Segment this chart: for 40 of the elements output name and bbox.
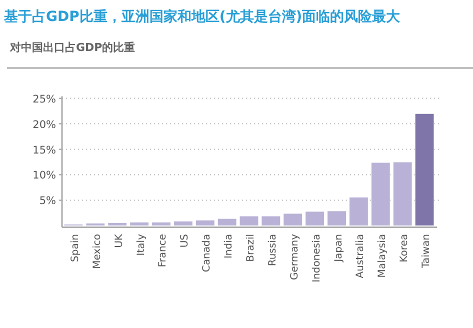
bar [261, 216, 281, 226]
x-tick-label: Korea [399, 234, 410, 262]
x-tick-label: Russia [267, 234, 278, 266]
x-tick-label: Canada [202, 234, 213, 272]
bar [86, 222, 106, 226]
x-tick-label: Australia [355, 234, 366, 278]
x-tick-label: US [180, 234, 191, 248]
x-tick-label: France [158, 234, 169, 268]
x-tick-label: Indonesia [311, 234, 322, 282]
bar [414, 113, 434, 226]
x-tick-label: Mexico [92, 234, 103, 269]
x-tick-label: Japan [333, 234, 344, 263]
x-tick-label: Brazil [246, 234, 256, 262]
bar [195, 220, 215, 226]
y-tick-label: 10% [32, 170, 56, 182]
x-tick-label: India [224, 234, 235, 259]
y-tick-label: 20% [32, 118, 56, 131]
x-tick-label: Taiwan [421, 234, 432, 270]
x-tick-label: Italy [136, 234, 147, 256]
bar [392, 162, 412, 226]
x-tick-label: Spain [70, 234, 81, 262]
chart-title: 基于占GDP比重，亚洲国家和地区(尤其是台湾)面临的风险最大 [3, 8, 402, 25]
x-tick-label: Germany [289, 234, 300, 280]
y-tick-label: 5% [39, 195, 56, 208]
x-tick-label: UK [114, 234, 125, 248]
y-tick-label: 15% [32, 144, 56, 156]
bar [130, 222, 150, 226]
x-tick-label: Malaysia [377, 234, 388, 278]
y-tick-label: 25% [32, 93, 56, 106]
bar [152, 222, 171, 226]
bar [173, 220, 193, 226]
chart-subtitle: 对中国出口占GDP的比重 [9, 41, 136, 54]
bar [370, 162, 390, 226]
bar [108, 222, 128, 226]
bar [217, 218, 237, 226]
bar [283, 213, 303, 226]
bar [327, 210, 346, 226]
bar [239, 216, 259, 226]
bar [305, 211, 325, 226]
bar [348, 196, 368, 226]
